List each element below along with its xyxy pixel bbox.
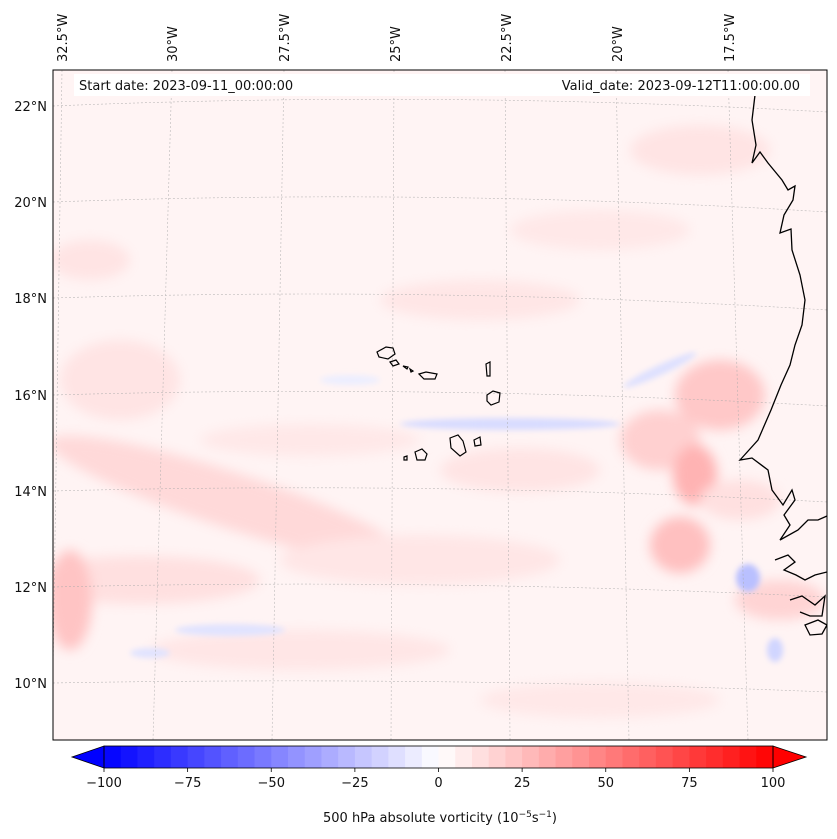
colorbar-cell	[455, 746, 473, 768]
colorbar-cell	[170, 746, 189, 768]
longitude-labels: 32.5°W 30°W 27.5°W 25°W 22.5°W 20°W 17.5…	[56, 14, 738, 62]
colorbar-cell	[505, 746, 523, 768]
colorbar-cell	[689, 746, 707, 768]
lon-label: 22.5°W	[500, 14, 515, 62]
colorbar-cell	[739, 746, 757, 768]
colorbar-cell	[522, 746, 540, 768]
negative-vorticity-bands	[130, 352, 783, 662]
colorbar-cell	[304, 746, 323, 768]
colorbar-cell	[338, 746, 356, 768]
colorbar-cell	[237, 746, 256, 768]
colorbar-cell	[572, 746, 590, 768]
start-date-label: Start date: 2023-09-11_00:00:00	[79, 79, 293, 94]
lat-label: 22°N	[14, 100, 47, 115]
lon-label: 30°W	[166, 26, 181, 62]
lat-label: 20°N	[14, 196, 47, 211]
colorbar-tick-label: 50	[597, 776, 614, 791]
colorbar-ticks: −100 −75 −50 −25 0 25 50 75 100	[86, 768, 785, 791]
colorbar-cell	[154, 746, 172, 768]
colorbar-cell	[421, 746, 440, 768]
colorbar-tick-label: −75	[174, 776, 201, 791]
colorbar-tick-label: 100	[761, 776, 786, 791]
colorbar-tick-label: 0	[434, 776, 442, 791]
colorbar-cell	[321, 746, 339, 768]
colorbar-tick-label: −25	[341, 776, 368, 791]
lon-label: 32.5°W	[56, 14, 71, 62]
colorbar-tick-label: −100	[86, 776, 122, 791]
colorbar-cell	[722, 746, 741, 768]
colorbar-low-extend	[70, 745, 105, 769]
lat-label: 12°N	[14, 581, 47, 596]
colorbar-tick-label: 75	[681, 776, 698, 791]
colorbar-cell	[672, 746, 690, 768]
colorbar-cell	[104, 746, 122, 768]
west-africa-coastline	[738, 94, 827, 636]
colorbar-cell	[204, 746, 222, 768]
colorbar-cell	[221, 746, 239, 768]
colorbar-cell	[538, 746, 557, 768]
colorbar-cell	[471, 746, 490, 768]
colorbar-cell	[120, 746, 139, 768]
lon-label: 25°W	[389, 26, 404, 62]
colorbar-cell	[655, 746, 674, 768]
colorbar-cell	[271, 746, 289, 768]
colorbar-tick-label: −50	[258, 776, 285, 791]
colorbar-tick-label: 25	[514, 776, 531, 791]
map-panel	[53, 70, 827, 740]
lon-label: 20°W	[611, 26, 626, 62]
colorbar-cell	[706, 746, 724, 768]
colorbar-cell	[187, 746, 205, 768]
colorbar-cells	[104, 746, 774, 768]
colorbar-cell	[488, 746, 507, 768]
colorbar-cell	[354, 746, 373, 768]
colorbar-cell	[605, 746, 624, 768]
lat-label: 16°N	[14, 389, 47, 404]
lat-label: 14°N	[14, 485, 47, 500]
colorbar-cell	[388, 746, 406, 768]
cape-verde-islands	[376, 346, 501, 461]
valid-date-label: Valid_date: 2023-09-12T11:00:00.00	[562, 79, 800, 94]
colorbar-cell	[756, 746, 774, 768]
vorticity-field	[53, 125, 825, 718]
colorbar-cell	[405, 746, 423, 768]
colorbar-cell	[371, 746, 389, 768]
latitude-labels: 22°N 20°N 18°N 16°N 14°N 12°N 10°N	[14, 100, 47, 692]
colorbar-cell	[555, 746, 573, 768]
map-frame	[52, 69, 828, 741]
colorbar-cell	[622, 746, 640, 768]
colorbar-cell	[254, 746, 272, 768]
colorbar-cell	[137, 746, 155, 768]
colorbar-cell	[639, 746, 657, 768]
header-strip	[74, 74, 810, 96]
lat-label: 10°N	[14, 677, 47, 692]
lon-label: 27.5°W	[278, 14, 293, 62]
lon-label: 17.5°W	[723, 14, 738, 62]
colorbar-cell	[287, 746, 306, 768]
colorbar-title: 500 hPa absolute vorticity (10−5s−1)	[323, 810, 557, 826]
colorbar: −100 −75 −50 −25 0 25 50 75 100 500 hPa absolute…	[70, 745, 808, 826]
lat-label: 18°N	[14, 292, 47, 307]
colorbar-high-extend	[772, 745, 808, 769]
colorbar-cell	[438, 746, 456, 768]
colorbar-cell	[589, 746, 607, 768]
